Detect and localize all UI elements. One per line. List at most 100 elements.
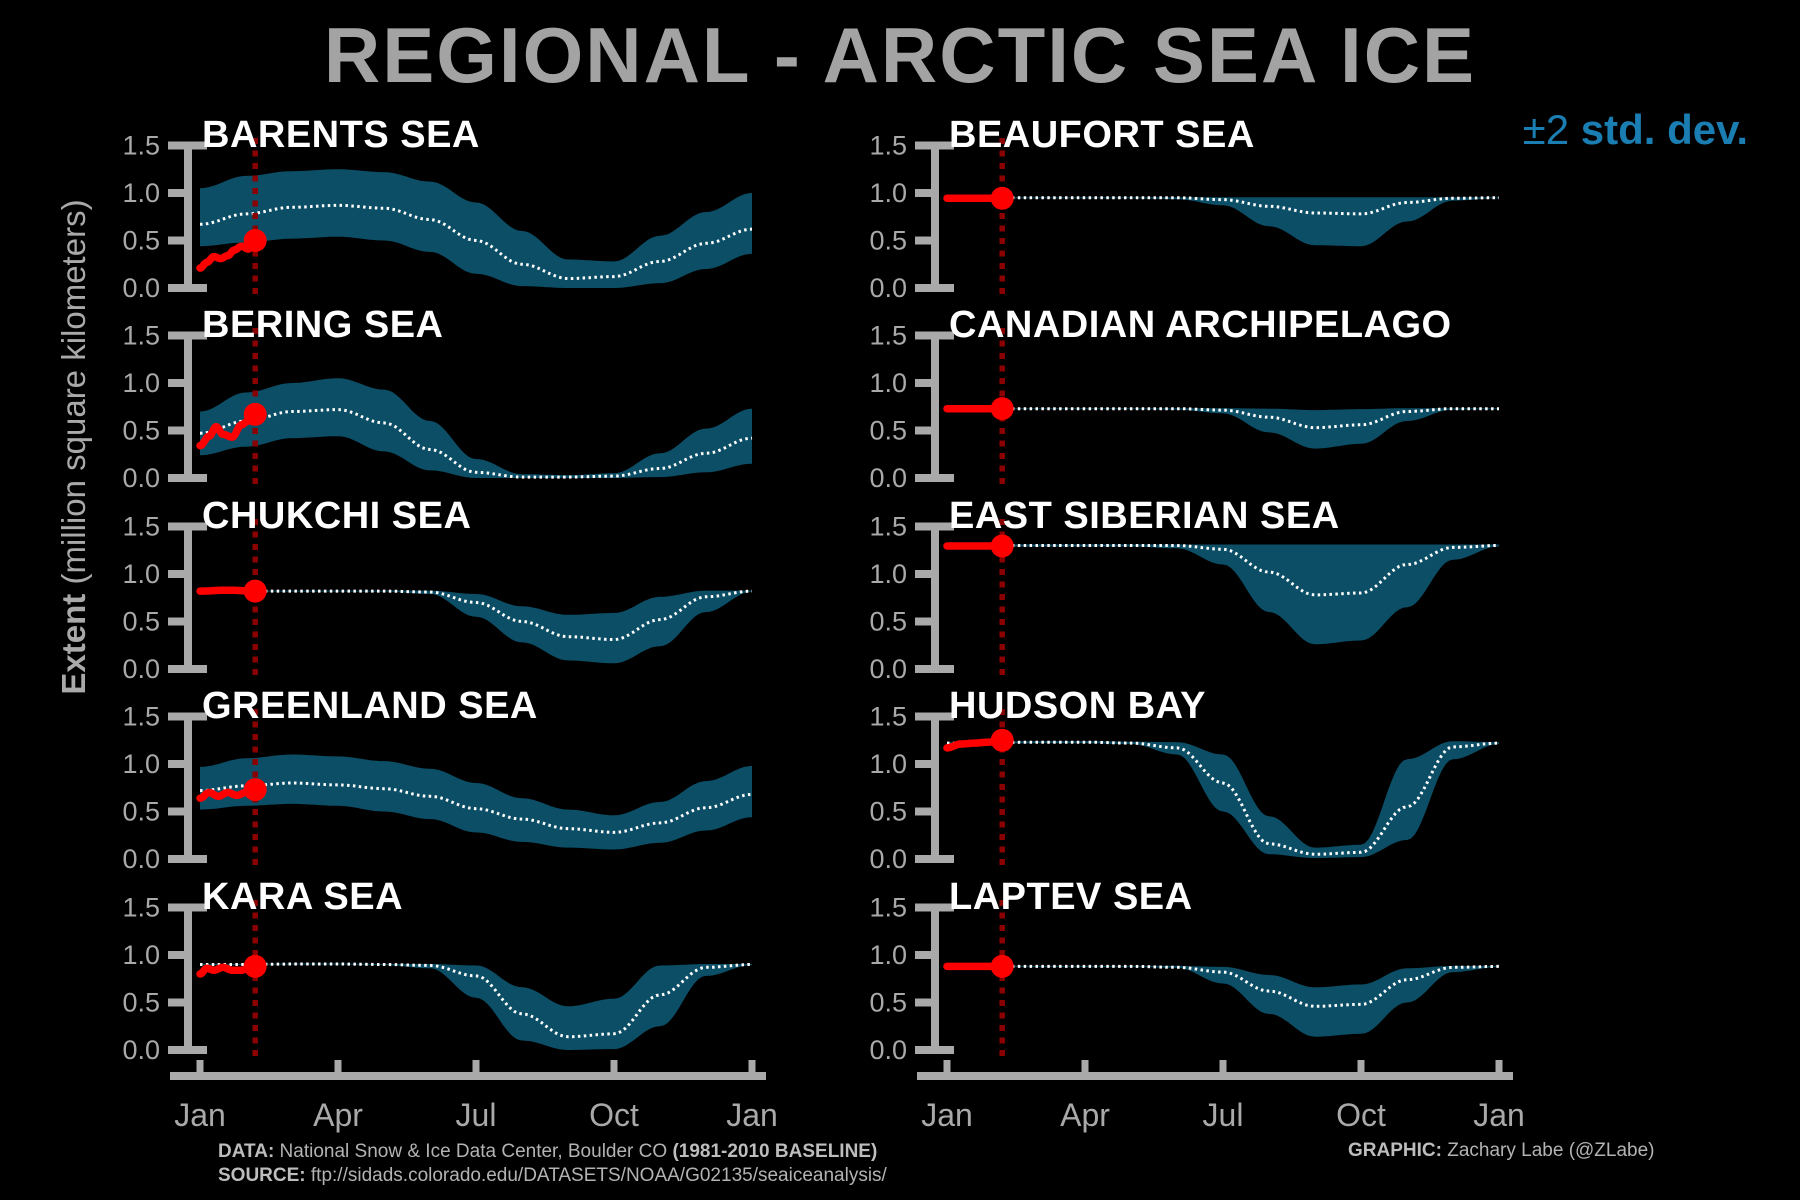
y-tick-label: 1.0 bbox=[122, 940, 160, 970]
y-tick bbox=[168, 1045, 184, 1054]
climatology-mean-line bbox=[199, 781, 753, 834]
y-tick-label: 1.0 bbox=[122, 749, 160, 779]
x-tick bbox=[196, 1060, 204, 1072]
y-tick-label: 0.5 bbox=[869, 987, 907, 1017]
panel-greenland-sea: 1.5 1.0 0.5 0.0 GREENLAND SEA bbox=[122, 685, 753, 874]
y-axis-top-cap bbox=[192, 331, 207, 340]
y-tick bbox=[915, 426, 931, 435]
y-axis-line bbox=[931, 712, 939, 863]
std-dev-band bbox=[200, 168, 752, 288]
y-tick bbox=[168, 855, 184, 863]
y-tick bbox=[915, 950, 931, 959]
y-tick-label: 0.5 bbox=[122, 987, 160, 1017]
x-tick bbox=[1081, 1060, 1089, 1072]
y-tick bbox=[168, 569, 184, 578]
x-axis-line bbox=[170, 1072, 766, 1080]
current-value-marker bbox=[243, 579, 267, 603]
climatology-mean-line bbox=[199, 203, 753, 280]
y-tick-label: 1.0 bbox=[869, 749, 907, 779]
footer-data-baseline: (1981-2010 BASELINE) bbox=[672, 1141, 878, 1162]
y-axis-bottom-cap bbox=[192, 283, 207, 292]
y-axis: 1.5 1.0 0.5 0.0 bbox=[122, 130, 207, 303]
y-tick bbox=[168, 617, 184, 625]
y-tick-label: 0.5 bbox=[869, 797, 907, 827]
y-tick-label: 0.0 bbox=[869, 273, 907, 303]
y-axis-bottom-cap bbox=[192, 1045, 207, 1054]
y-tick bbox=[915, 664, 931, 673]
current-value-marker bbox=[990, 954, 1014, 978]
y-tick bbox=[915, 807, 931, 816]
y-axis-label-bold: Extent bbox=[55, 593, 92, 695]
y-axis-top-cap bbox=[939, 522, 954, 530]
climatology-mean-line bbox=[947, 195, 1499, 215]
y-tick bbox=[915, 569, 931, 578]
y-axis-line bbox=[184, 522, 192, 673]
x-tick-label: Jan bbox=[921, 1097, 973, 1133]
y-tick-label: 0.0 bbox=[122, 844, 160, 874]
panel-canadian-archipelago: 1.5 1.0 0.5 0.0 CANADIAN ARCHIPELAGO bbox=[869, 304, 1499, 493]
y-tick-label: 1.5 bbox=[869, 702, 907, 732]
current-value-marker bbox=[990, 728, 1014, 752]
y-tick bbox=[915, 998, 931, 1006]
std-dev-band bbox=[947, 965, 1499, 1037]
climatology-mean-line bbox=[947, 543, 1499, 596]
y-axis: 1.5 1.0 0.5 0.0 bbox=[869, 702, 954, 874]
region-title: GREENLAND SEA bbox=[202, 685, 538, 727]
y-tick-label: 1.5 bbox=[122, 892, 160, 922]
y-axis-top-cap bbox=[939, 903, 954, 911]
y-tick bbox=[168, 141, 184, 149]
y-axis: 1.5 1.0 0.5 0.0 bbox=[122, 511, 207, 684]
y-tick-label: 0.5 bbox=[869, 416, 907, 446]
footer-source-value: ftp://sidads.colorado.edu/DATASETS/NOAA/… bbox=[305, 1165, 887, 1186]
y-axis-top-cap bbox=[192, 712, 207, 721]
y-tick bbox=[168, 522, 184, 530]
x-tick-label: Oct bbox=[589, 1097, 639, 1133]
y-tick-label: 0.5 bbox=[869, 606, 907, 636]
y-tick bbox=[915, 236, 931, 244]
y-tick-label: 1.5 bbox=[122, 130, 160, 160]
y-axis-label: Extent (million square kilometers) bbox=[55, 97, 95, 797]
std-dev-band bbox=[947, 196, 1499, 246]
y-tick-label: 1.5 bbox=[869, 511, 907, 541]
y-tick bbox=[168, 236, 184, 244]
y-tick-label: 1.0 bbox=[869, 178, 907, 208]
y-tick-label: 0.0 bbox=[122, 654, 160, 684]
x-tick bbox=[1495, 1060, 1503, 1072]
std-dev-band bbox=[200, 378, 752, 478]
y-tick-label: 0.5 bbox=[122, 225, 160, 255]
current-value-marker bbox=[990, 533, 1014, 557]
y-tick-label: 0.5 bbox=[122, 416, 160, 446]
x-axis: Jan Apr Jul Oct Jan bbox=[170, 1060, 778, 1133]
footer-source-label: SOURCE: bbox=[218, 1165, 306, 1186]
y-axis-top-cap bbox=[192, 903, 207, 911]
std-dev-band bbox=[947, 544, 1499, 644]
y-tick bbox=[915, 760, 931, 768]
region-title: CANADIAN ARCHIPELAGO bbox=[949, 304, 1452, 346]
y-axis-line bbox=[184, 712, 192, 863]
legend-label: std. dev. bbox=[1580, 106, 1748, 153]
climatology-mean-line bbox=[947, 964, 1499, 1008]
y-tick-label: 1.0 bbox=[122, 178, 160, 208]
region-title: LAPTEV SEA bbox=[949, 876, 1193, 918]
y-tick-label: 1.0 bbox=[869, 940, 907, 970]
panel-laptev-sea: 1.5 1.0 0.5 0.0 LAPTEV SEA bbox=[869, 876, 1499, 1065]
current-year-line bbox=[196, 785, 259, 802]
current-value-marker bbox=[243, 778, 267, 802]
climatology-mean-line bbox=[200, 589, 753, 641]
y-axis: 1.5 1.0 0.5 0.0 bbox=[869, 130, 954, 303]
y-axis-label-rest: (million square kilometers) bbox=[55, 199, 92, 594]
y-tick-label: 0.5 bbox=[122, 606, 160, 636]
y-tick bbox=[915, 855, 931, 863]
x-tick-label: Jan bbox=[726, 1097, 778, 1133]
current-value-marker bbox=[243, 228, 267, 252]
y-axis-line bbox=[931, 331, 939, 482]
panel-bering-sea: 1.5 1.0 0.5 0.0 BERING SEA bbox=[122, 304, 753, 493]
region-title: EAST SIBERIAN SEA bbox=[949, 495, 1340, 537]
y-axis-bottom-cap bbox=[192, 474, 207, 482]
region-title: BARENTS SEA bbox=[202, 114, 480, 156]
y-axis-line bbox=[184, 141, 192, 292]
climatology-mean-line bbox=[200, 962, 752, 1038]
y-axis-bottom-cap bbox=[192, 855, 207, 863]
current-year-line bbox=[943, 736, 1006, 752]
y-tick-label: 0.5 bbox=[869, 225, 907, 255]
